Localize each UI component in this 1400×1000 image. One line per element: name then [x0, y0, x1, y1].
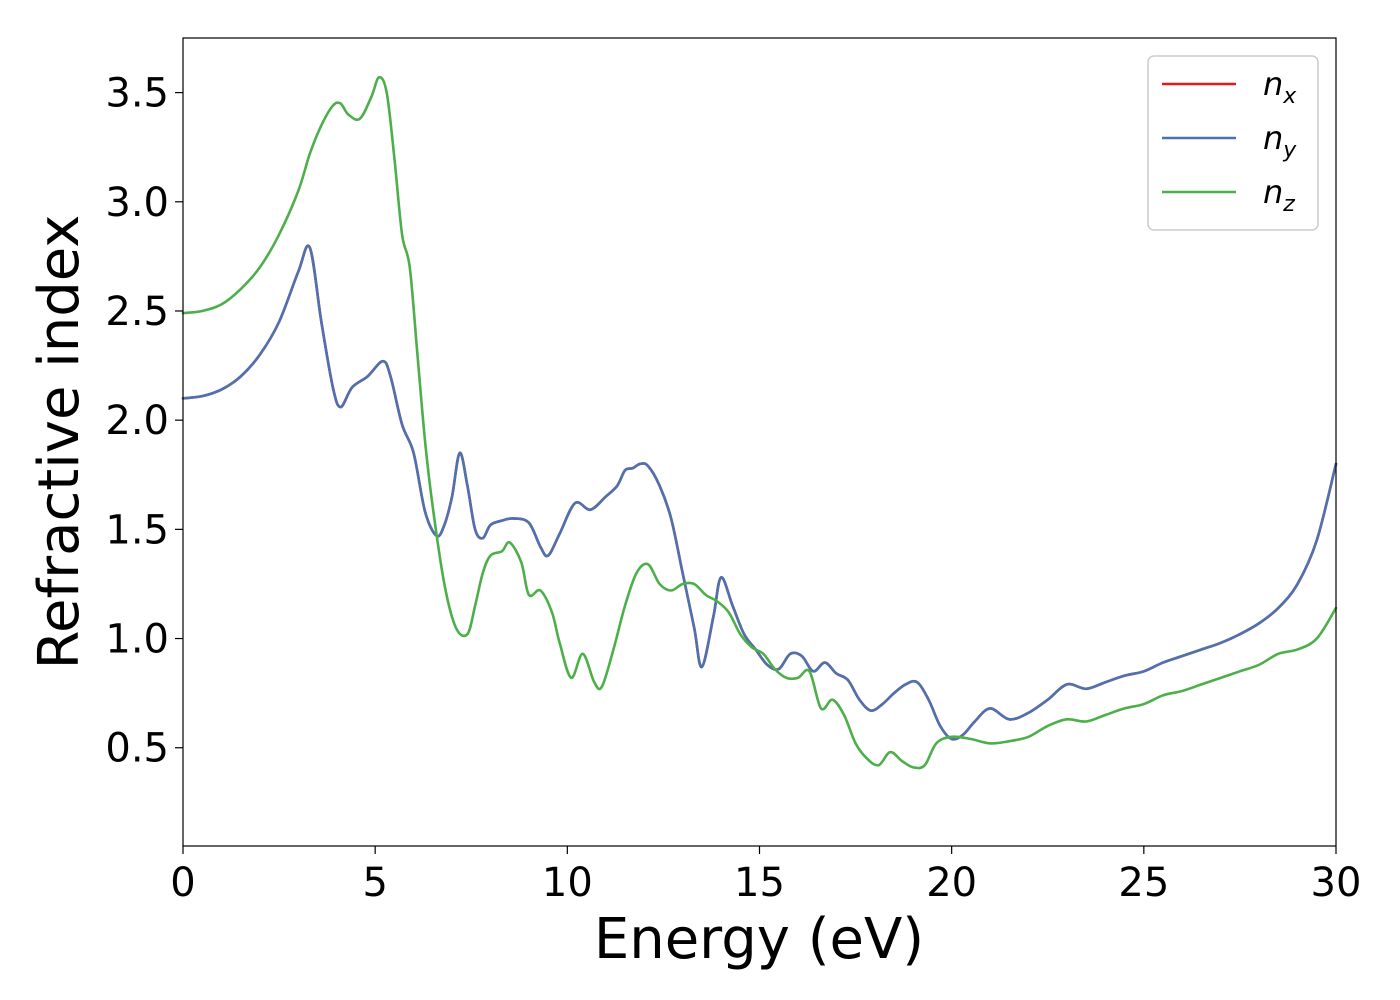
- y-tick-label: 3.0: [105, 180, 169, 226]
- y-tick-label: 3.5: [105, 71, 169, 117]
- x-tick-label: 30: [1311, 860, 1362, 906]
- legend-label-x: nx: [1263, 65, 1297, 109]
- x-tick-label: 20: [926, 860, 977, 906]
- x-axis: 0 5 10 15 20 25 30: [170, 846, 1361, 906]
- legend-label-z: nz: [1263, 173, 1295, 217]
- y-tick-label: 0.5: [105, 726, 169, 772]
- legend-label-base: n: [1263, 119, 1283, 157]
- legend-label-base: n: [1263, 65, 1283, 103]
- x-tick-label: 0: [170, 860, 195, 906]
- legend-label-subscript: z: [1282, 192, 1295, 217]
- legend-label-y: ny: [1263, 119, 1297, 163]
- x-tick-label: 15: [734, 860, 785, 906]
- y-axis: 0.5 1.0 1.5 2.0 2.5 3.0 3.5: [105, 71, 183, 772]
- y-tick-label: 1.5: [105, 507, 169, 553]
- y-axis-label: Refractive index: [27, 215, 92, 670]
- series-line-z: [181, 75, 1338, 770]
- x-tick-label: 10: [542, 860, 593, 906]
- y-tick-label: 1.0: [105, 617, 169, 663]
- legend-label-subscript: y: [1282, 138, 1297, 163]
- x-axis-label: Energy (eV): [594, 907, 924, 972]
- legend-label-subscript: x: [1282, 84, 1297, 109]
- y-tick-label: 2.0: [105, 398, 169, 444]
- y-tick-label: 2.5: [105, 289, 169, 335]
- series-line-y: [181, 244, 1338, 741]
- x-tick-label: 5: [362, 860, 387, 906]
- legend-label-base: n: [1263, 173, 1283, 211]
- plot-lines: [181, 75, 1338, 770]
- legend-box: [1147, 55, 1319, 231]
- x-tick-label: 25: [1118, 860, 1169, 906]
